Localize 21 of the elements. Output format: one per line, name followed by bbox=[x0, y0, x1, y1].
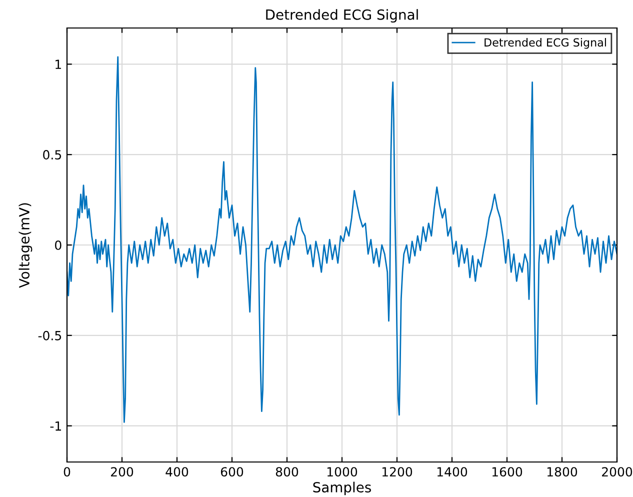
x-tick-label: 800 bbox=[276, 467, 298, 477]
x-tick-label: 1200 bbox=[382, 467, 412, 477]
y-tick-label: 0.5 bbox=[43, 150, 62, 160]
x-tick-label: 200 bbox=[110, 467, 134, 477]
legend-label: Detrended ECG Signal bbox=[484, 38, 606, 49]
x-tick-label: 1000 bbox=[327, 467, 358, 477]
y-tick-label: 0 bbox=[55, 240, 62, 250]
y-tick-label: -0.5 bbox=[38, 330, 62, 340]
x-axis-title: Samples bbox=[313, 482, 371, 496]
y-tick-label: -1 bbox=[50, 421, 61, 431]
x-tick-label: 1600 bbox=[492, 467, 522, 477]
y-tick-label: 1 bbox=[56, 60, 61, 69]
x-tick-label: 2000 bbox=[602, 467, 632, 477]
x-tick-label: 600 bbox=[220, 467, 244, 477]
line-series bbox=[67, 56, 617, 423]
x-tick-label: 400 bbox=[166, 467, 188, 477]
x-tick-label: 0 bbox=[64, 467, 70, 477]
y-axis-title: Voltage(mV) bbox=[18, 203, 32, 288]
x-tick-label: 1800 bbox=[547, 467, 578, 477]
chart-title: Detrended ECG Signal bbox=[266, 9, 418, 23]
x-tick-label: 1400 bbox=[437, 467, 468, 477]
